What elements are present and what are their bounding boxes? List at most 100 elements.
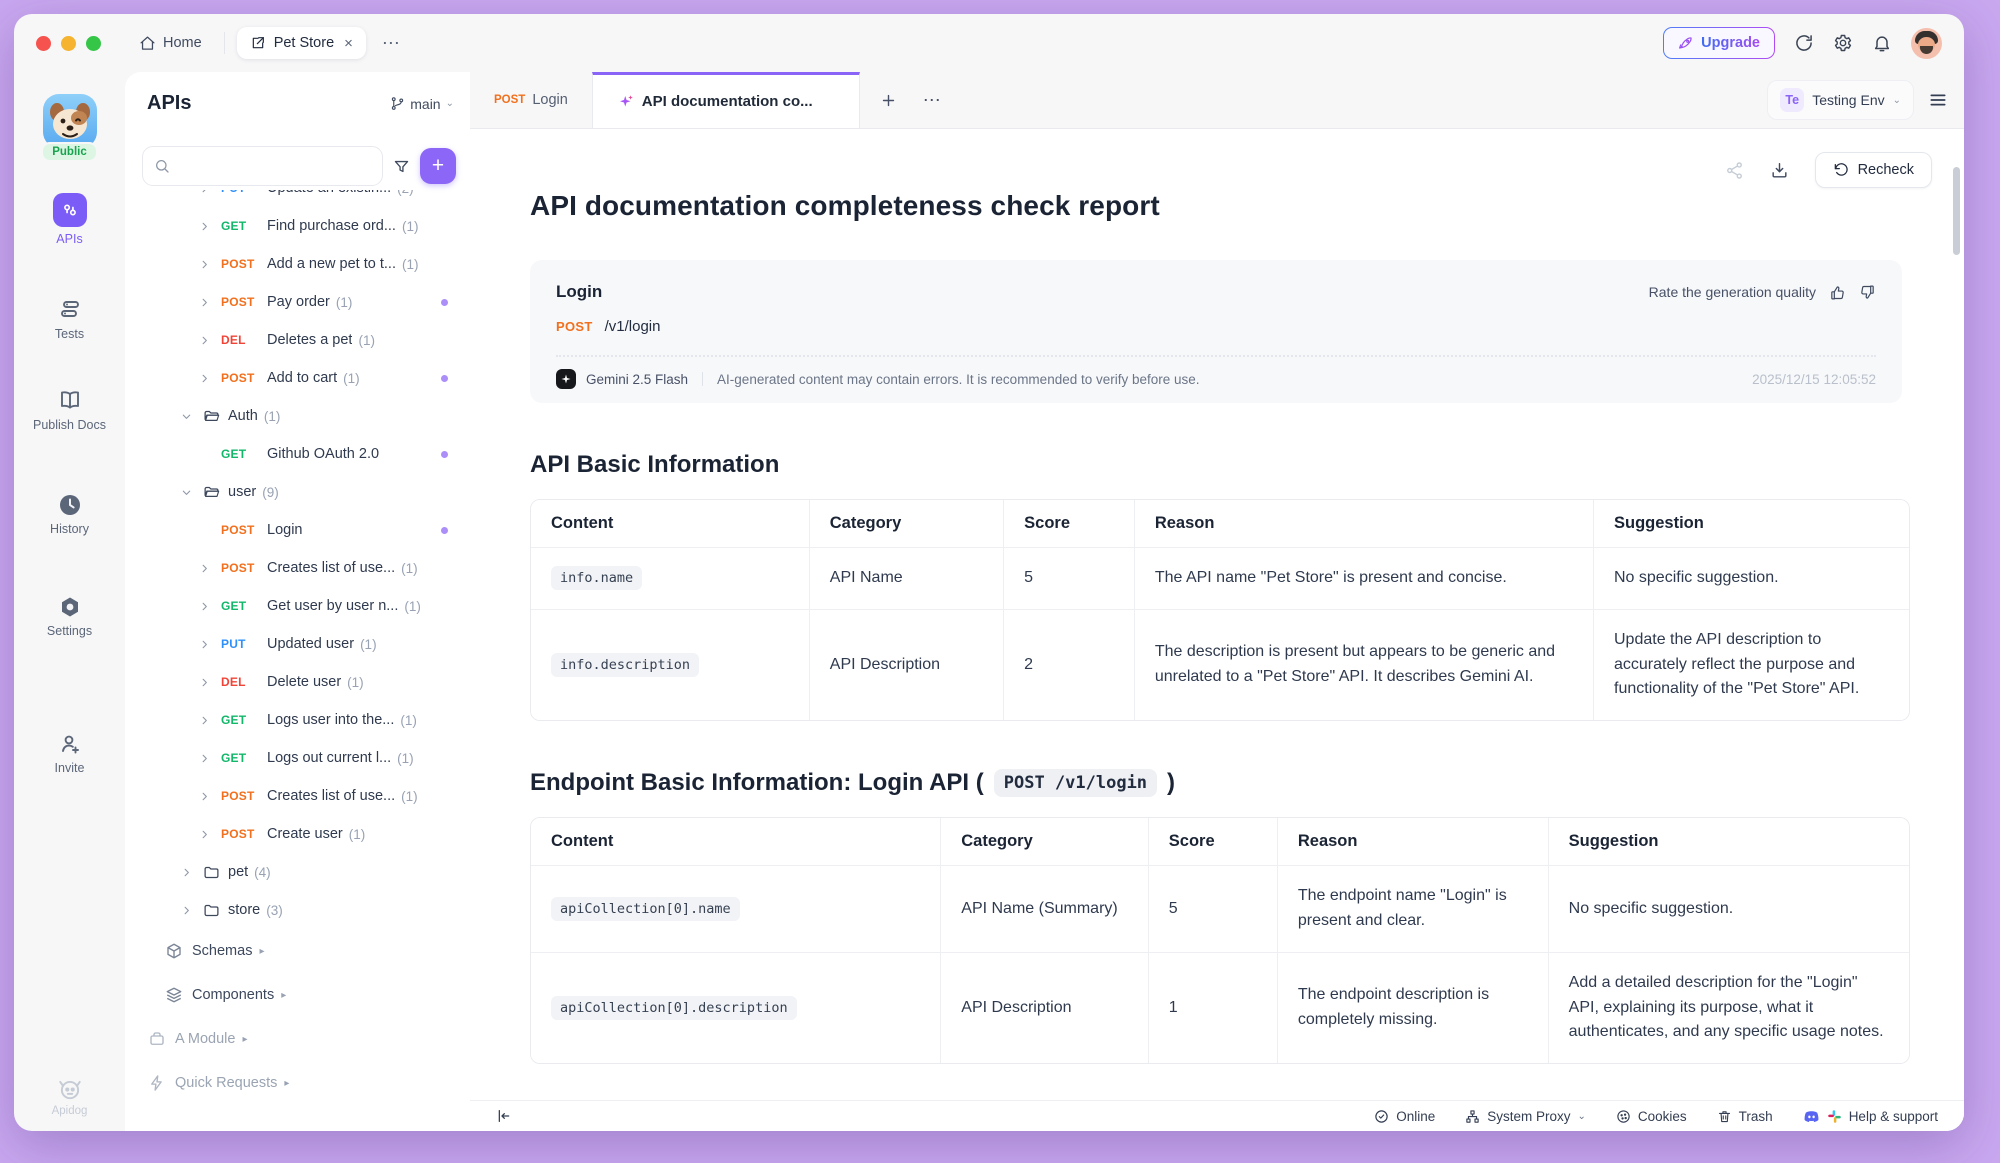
- help-support-link[interactable]: Help & support: [1803, 1109, 1938, 1124]
- filter-icon[interactable]: [393, 158, 410, 175]
- cookies-label: Cookies: [1637, 1108, 1687, 1124]
- tree-row-endpoint[interactable]: POST Add a new pet to t... (1): [125, 245, 470, 283]
- chevron-right-icon[interactable]: [199, 335, 221, 346]
- download-icon[interactable]: [1770, 161, 1789, 180]
- chevron-right-icon[interactable]: [199, 563, 221, 574]
- tree-row-folder[interactable]: store (3): [125, 891, 470, 929]
- chevron-right-icon[interactable]: [199, 677, 221, 688]
- menu-icon[interactable]: [1928, 90, 1948, 110]
- search-input[interactable]: [142, 146, 383, 186]
- modified-indicator-dot: [441, 526, 448, 534]
- tree-row-endpoint[interactable]: PUT Updated user (1): [125, 625, 470, 663]
- more-tabs-button[interactable]: ⋯: [381, 32, 402, 53]
- branch-selector[interactable]: main ⌄: [390, 96, 454, 112]
- section-schemas[interactable]: Schemas ▸: [125, 929, 470, 973]
- tree-row-endpoint[interactable]: POST Add to cart (1): [125, 359, 470, 397]
- chevron-right-icon[interactable]: [199, 601, 221, 612]
- chevron-right-icon[interactable]: [199, 715, 221, 726]
- thumbs-up-icon[interactable]: [1829, 284, 1846, 301]
- chevron-right-icon[interactable]: [199, 259, 221, 270]
- editor-tab-login[interactable]: POST Login: [470, 72, 592, 128]
- chevron-right-icon[interactable]: [199, 753, 221, 764]
- tree-row-endpoint[interactable]: GET Github OAuth 2.0: [125, 435, 470, 473]
- close-icon[interactable]: ×: [344, 34, 353, 52]
- maximize-window-button[interactable]: [86, 35, 101, 51]
- titlebar-actions: Upgrade: [1663, 27, 1942, 59]
- collapse-sidebar-icon[interactable]: [496, 1108, 512, 1124]
- workspace-avatar[interactable]: Public: [14, 94, 125, 162]
- chevron-down-icon[interactable]: [181, 411, 203, 422]
- add-api-button[interactable]: +: [420, 148, 456, 184]
- tree-row-folder[interactable]: pet (4): [125, 853, 470, 891]
- tree-row-endpoint[interactable]: DEL Delete user (1): [125, 663, 470, 701]
- chevron-right-icon[interactable]: [199, 190, 221, 194]
- chevron-right-icon[interactable]: [199, 791, 221, 802]
- cookies-button[interactable]: Cookies: [1616, 1109, 1687, 1124]
- upgrade-button[interactable]: Upgrade: [1663, 27, 1775, 59]
- tree-row-folder[interactable]: user (9): [125, 473, 470, 511]
- endpoint-count: (1): [401, 256, 419, 272]
- chevron-right-icon[interactable]: [199, 221, 221, 232]
- sidebar-item-tests[interactable]: Tests: [14, 298, 125, 341]
- share-icon[interactable]: [1725, 161, 1744, 180]
- sidebar-item-label: Publish Docs: [33, 418, 106, 432]
- sidebar-item-history[interactable]: History: [14, 493, 125, 536]
- endpoint-count: (1): [335, 294, 353, 310]
- tree-row-endpoint[interactable]: GET Find purchase ord... (1): [125, 207, 470, 245]
- tab-overflow-button[interactable]: ⋯: [922, 89, 943, 110]
- tree-row-endpoint[interactable]: DEL Deletes a pet (1): [125, 321, 470, 359]
- user-avatar[interactable]: [1911, 27, 1942, 59]
- system-proxy-selector[interactable]: System Proxy ⌄: [1465, 1109, 1586, 1124]
- section-components[interactable]: Components ▸: [125, 973, 470, 1017]
- tree-row-endpoint[interactable]: POST Creates list of use... (1): [125, 777, 470, 815]
- sidebar-item-settings[interactable]: Settings: [14, 595, 125, 638]
- gear-icon[interactable]: [1833, 33, 1853, 53]
- environment-selector[interactable]: Te Testing Env ⌄: [1767, 80, 1914, 120]
- endpoint-name: Updated user: [267, 636, 355, 652]
- chevron-right-icon[interactable]: [199, 829, 221, 840]
- tree-row-endpoint[interactable]: GET Logs out current l... (1): [125, 739, 470, 777]
- tree-row-folder[interactable]: Auth (1): [125, 397, 470, 435]
- chevron-right-icon[interactable]: [181, 867, 203, 878]
- api-basic-table: Content Category Score Reason Suggestion…: [530, 499, 1910, 722]
- editor-tab-report[interactable]: API documentation co...: [591, 72, 860, 128]
- thumbs-down-icon[interactable]: [1859, 284, 1876, 301]
- recheck-button[interactable]: Recheck: [1814, 152, 1932, 188]
- chevron-right-icon[interactable]: [199, 297, 221, 308]
- sidebar-item-invite[interactable]: Invite: [14, 732, 125, 775]
- chevron-right-icon[interactable]: [181, 905, 203, 916]
- tree-row-endpoint[interactable]: POST Create user (1): [125, 815, 470, 853]
- trash-button[interactable]: Trash: [1717, 1109, 1773, 1124]
- tree-row-endpoint[interactable]: POST Pay order (1): [125, 283, 470, 321]
- proxy-label: System Proxy: [1487, 1108, 1571, 1124]
- tree-row-endpoint[interactable]: GET Get user by user n... (1): [125, 587, 470, 625]
- online-status[interactable]: Online: [1374, 1109, 1435, 1124]
- sync-icon[interactable]: [1794, 33, 1814, 53]
- folder-count: (9): [262, 484, 279, 500]
- tests-icon: [58, 298, 82, 322]
- section-quick-requests[interactable]: Quick Requests ▸: [125, 1061, 470, 1105]
- minimize-window-button[interactable]: [61, 35, 76, 51]
- chevron-down-icon[interactable]: [181, 487, 203, 498]
- chevron-right-icon[interactable]: [199, 639, 221, 650]
- sidebar-item-apis[interactable]: APIs: [14, 193, 125, 246]
- endpoint-path: /v1/login: [604, 318, 661, 335]
- table-row: apiCollection[0].description API Descrip…: [531, 952, 1909, 1064]
- vertical-scrollbar-thumb[interactable]: [1953, 167, 1960, 255]
- home-tab[interactable]: Home: [129, 28, 212, 59]
- section-a-module[interactable]: A Module ▸: [125, 1017, 470, 1061]
- column-header: Category: [809, 500, 1005, 548]
- chevron-right-icon[interactable]: [199, 373, 221, 384]
- report-scroll-area[interactable]: Recheck API documentation completeness c…: [470, 128, 1964, 1101]
- sidebar-item-publish-docs[interactable]: Publish Docs: [14, 388, 125, 433]
- heading-text: Endpoint Basic Information: Login API (: [530, 769, 984, 797]
- bell-icon[interactable]: [1872, 33, 1892, 53]
- tree-row-endpoint[interactable]: GET Logs user into the... (1): [125, 701, 470, 739]
- tree-row-endpoint[interactable]: POST Creates list of use... (1): [125, 549, 470, 587]
- tree-row-endpoint[interactable]: POST Login: [125, 511, 470, 549]
- close-window-button[interactable]: [36, 35, 51, 51]
- new-tab-button[interactable]: [880, 72, 897, 128]
- tree-row-endpoint[interactable]: PUT Update an existin... (2): [125, 190, 470, 207]
- method-label: GET: [221, 599, 247, 613]
- project-tab-pet-store[interactable]: Pet Store ×: [236, 27, 366, 59]
